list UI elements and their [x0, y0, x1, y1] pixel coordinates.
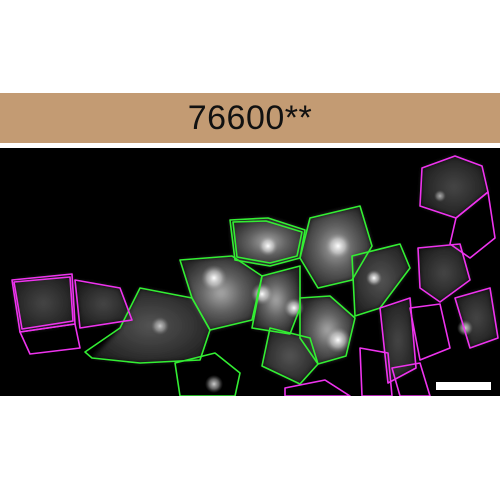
scale-bar: [436, 382, 491, 390]
panel-header: 76600**: [0, 93, 500, 143]
bright-nuclei: [151, 190, 473, 393]
panel-label: 76600**: [187, 98, 313, 137]
magenta-cell-fills: [12, 156, 498, 383]
magenta-cell-outlines: [11, 155, 499, 396]
fluorescence-micrograph: [0, 148, 500, 396]
green-cell-outlines: [84, 205, 411, 396]
